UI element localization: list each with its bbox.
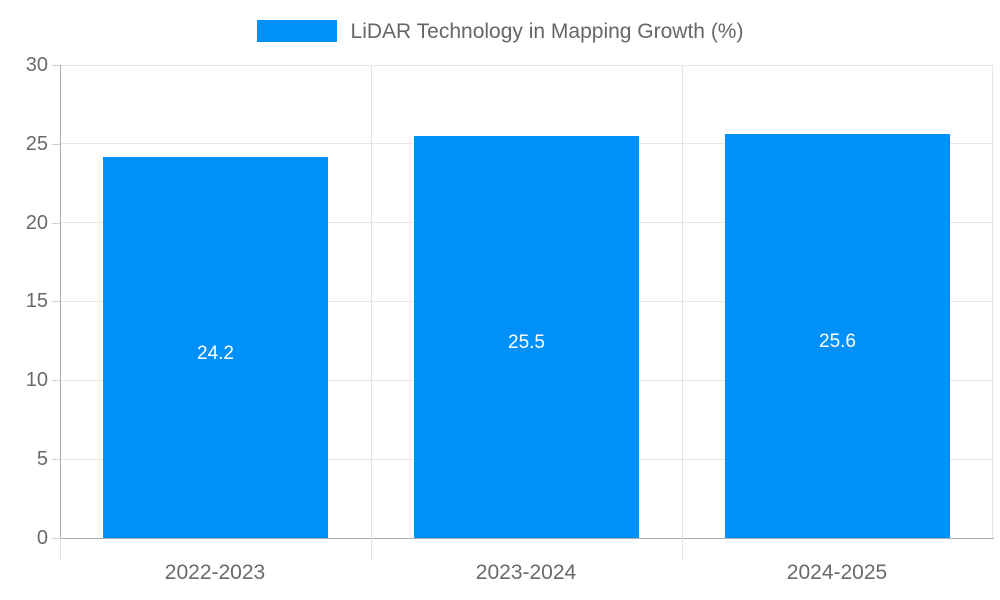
y-tick-25 [52,144,60,145]
y-axis-line [60,65,61,539]
y-tick-label-5: 5 [36,448,48,470]
legend-color-swatch-icon[interactable] [256,20,337,42]
bar-value-label: 24.2 [197,342,234,364]
legend-item-lidar-growth[interactable]: LiDAR Technology in Mapping Growth (%) [256,19,744,43]
y-tick-label-15: 15 [25,290,48,312]
bar-value-label: 25.5 [508,331,545,353]
plot-area: 24.2 25.5 25.6 [60,65,993,538]
legend-label: LiDAR Technology in Mapping Growth (%) [350,19,744,43]
x-axis-line [60,538,994,539]
y-tick-30 [52,65,60,66]
category-divider-1 [371,65,372,538]
y-tick-label-25: 25 [25,133,48,155]
x-tick-start [60,538,61,560]
x-tick-1 [371,538,372,560]
gridline-30 [60,65,993,66]
y-tick-5 [52,459,60,460]
chart-legend: LiDAR Technology in Mapping Growth (%) [0,14,1000,48]
x-tick-2 [682,538,683,560]
y-tick-20 [52,223,60,224]
y-tick-0 [52,538,60,539]
category-divider-2 [682,65,683,538]
bar-2024-2025[interactable]: 25.6 [725,134,950,538]
y-tick-label-30: 30 [25,54,48,76]
x-axis-label-2023-2024: 2023-2024 [475,561,577,584]
bar-2023-2024[interactable]: 25.5 [414,135,639,538]
y-tick-10 [52,380,60,381]
y-tick-label-10: 10 [25,369,48,391]
x-axis-label-2024-2025: 2024-2025 [786,561,888,584]
y-tick-label-0: 0 [36,527,48,549]
y-tick-label-20: 20 [25,212,48,234]
bar-2022-2023[interactable]: 24.2 [103,156,328,538]
x-axis-label-2022-2023: 2022-2023 [164,561,266,584]
y-tick-15 [52,301,60,302]
bar-value-label: 25.6 [819,331,856,353]
